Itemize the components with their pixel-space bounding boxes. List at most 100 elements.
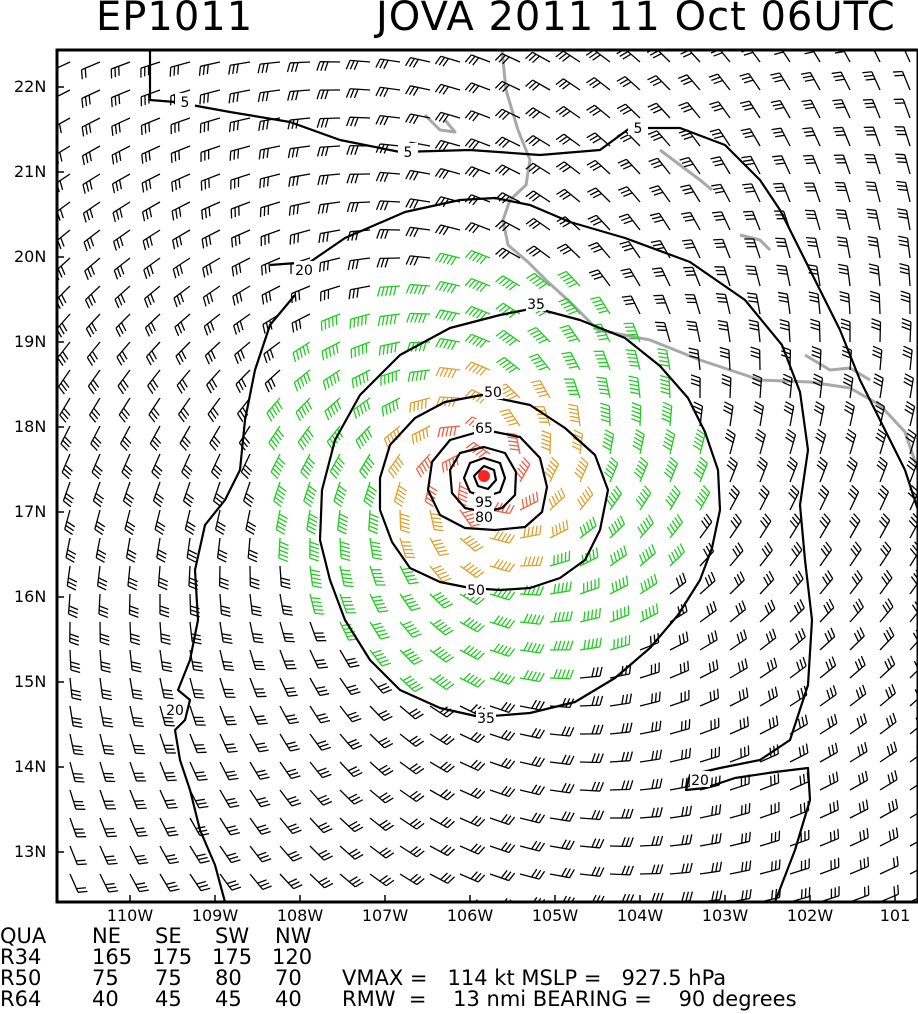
wind-barb [369,705,393,722]
wind-barb [347,257,371,271]
wind-barb [819,598,835,623]
wind-barb [669,862,693,875]
wind-barb [519,699,545,711]
wind-barb [286,61,311,73]
wind-barb [729,687,749,707]
wind-barb [69,845,87,866]
wind-barb [608,515,626,539]
wind-barb [841,345,853,371]
wind-barb [339,873,364,888]
wind-barb [429,761,455,773]
wind-barb [549,669,574,680]
wind-barb [129,817,148,837]
wind-barb [819,513,831,539]
wind-barb [871,318,882,343]
wind-barb [127,565,138,591]
wind-barb [875,428,887,455]
wind-barb [621,295,641,315]
wind-barb [494,80,521,93]
wind-barb [729,716,749,735]
wind-barb [739,72,761,91]
wind-barb [129,845,149,865]
wind-barb [729,803,751,819]
wind-barb [715,293,731,315]
wind-barb [649,212,671,231]
wind-barb [292,341,311,363]
wind-barb [753,401,765,427]
wind-barb [808,291,821,315]
row-r50-sw: 80 [215,966,242,990]
wind-barb [759,859,781,875]
wind-barb [309,621,327,642]
wind-barb [69,761,85,783]
wind-barb [80,61,101,80]
wind-barb [152,481,165,508]
wind-barb [623,322,641,343]
wind-barb [219,677,236,698]
wind-barb [113,257,131,280]
wind-barb [655,321,671,343]
contour-label: 5 [181,95,190,111]
wind-barb [316,89,341,100]
wind-barb [189,705,206,726]
wind-barb [659,374,671,399]
wind-barb [202,257,221,278]
wind-barb [321,341,341,361]
wind-barb [489,643,516,657]
longitude-label: 109W [191,906,239,925]
wind-barb [235,369,251,394]
wind-barb [176,369,191,394]
wind-barb [579,809,605,821]
longitude-label: 102W [786,906,834,925]
wind-barb [464,82,491,94]
wind-barb [289,229,311,245]
wind-barb [459,815,486,827]
wind-barb [789,599,805,623]
wind-barb [464,305,491,321]
row-r50-se: 75 [155,966,182,990]
wind-barb [87,369,101,395]
wind-barb [86,341,101,366]
wind-barb [759,830,781,847]
wind-barb [525,217,551,231]
contour-35-kt [318,306,722,719]
wind-barb [669,572,687,595]
wind-barb [609,693,633,707]
wind-barb [525,135,551,147]
wind-barb [580,894,605,902]
wind-barb [129,677,143,700]
wind-barb [201,229,221,249]
wind-barb [219,733,238,753]
wind-barb [309,817,333,834]
wind-barb [186,537,198,563]
wind-barb [549,839,575,851]
wind-barb [678,101,701,119]
wind-barb [459,672,486,688]
wind-barb [464,138,491,150]
latitude-label: 19N [14,332,47,351]
wind-barb [145,341,161,366]
wind-barb [316,117,341,128]
wind-barb [555,133,581,147]
wind-barb [88,397,101,423]
wind-barb [309,677,330,697]
wind-barb [319,257,341,273]
wind-barb [393,481,408,508]
wind-barb [804,209,821,231]
wind-barb [464,54,491,66]
wind-barb [789,887,811,902]
wind-barb [369,873,395,887]
wind-barb [369,845,395,859]
wind-barb [464,250,491,265]
wind-barb [405,56,431,68]
wind-barb [834,181,851,203]
wind-barb [297,425,314,451]
row-r64-ne: 40 [92,987,119,1011]
wind-barb [377,313,401,326]
wind-barb [249,789,271,808]
wind-barb [729,889,752,902]
wind-barb [729,831,751,847]
wind-barb [115,313,131,337]
wind-barb [842,373,854,399]
wind-barb [709,128,731,147]
